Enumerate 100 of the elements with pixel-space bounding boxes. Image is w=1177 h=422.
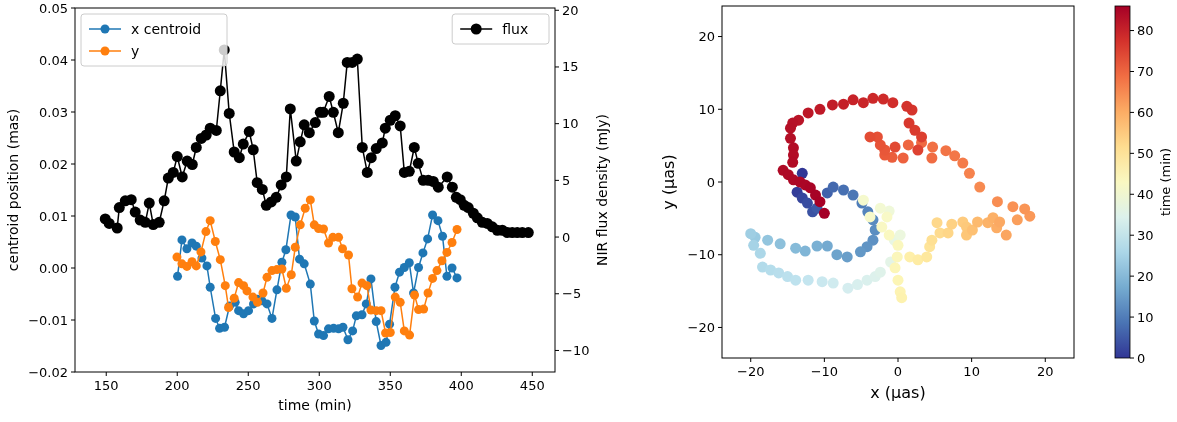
point [172, 252, 182, 262]
point [447, 238, 457, 248]
y-tick-label: −10 [687, 247, 715, 263]
point [191, 261, 201, 271]
point [334, 232, 344, 242]
y-tick-label: 0.03 [39, 104, 68, 120]
y2-tick-label: 0 [562, 229, 571, 245]
y-tick-label: 0.01 [39, 208, 68, 224]
legend-label: flux [502, 21, 529, 37]
point [242, 286, 252, 296]
point [309, 316, 319, 326]
point [272, 285, 282, 295]
x-tick-label: 20 [1037, 364, 1054, 379]
point [418, 248, 428, 258]
point [423, 288, 433, 298]
point [437, 256, 447, 266]
x-tick-label: 300 [306, 378, 332, 393]
y-tick-label: 10 [698, 101, 715, 117]
point [173, 271, 183, 281]
y-tick-label: −0.02 [28, 364, 68, 380]
x-tick-label: −20 [737, 364, 765, 379]
point [201, 227, 211, 237]
color-bar-label: 40 [1137, 186, 1154, 202]
y-tick-label: 0.00 [39, 260, 68, 276]
point [442, 247, 452, 257]
point [319, 224, 329, 234]
point [338, 244, 348, 254]
point [419, 304, 429, 314]
y-tick-label: 0.02 [39, 156, 68, 172]
y2-tick-label: 5 [562, 172, 571, 188]
point [347, 284, 357, 294]
point [305, 279, 315, 289]
point [281, 245, 291, 255]
point [267, 313, 277, 323]
y2-tick-label: 20 [562, 2, 579, 18]
point [210, 236, 220, 246]
point [338, 322, 348, 332]
point [452, 273, 462, 283]
point [205, 282, 215, 292]
x-tick-label: 250 [235, 378, 261, 393]
y-tick-label: 20 [698, 29, 715, 45]
point [202, 261, 212, 271]
point [428, 210, 438, 220]
point [414, 262, 424, 272]
color-bar-title: time (min) [1158, 147, 1173, 217]
color-bar-label: 50 [1137, 145, 1154, 161]
point [211, 313, 221, 323]
point [305, 195, 315, 205]
point [258, 288, 268, 298]
point [428, 273, 438, 283]
point [442, 271, 452, 281]
color-bar-label: 60 [1137, 104, 1154, 120]
y-tick-label: −0.01 [28, 312, 68, 328]
point [432, 266, 442, 276]
point [295, 220, 305, 230]
point [299, 259, 309, 269]
y-tick-label: 0.05 [39, 0, 68, 16]
x-tick-label: 350 [377, 378, 403, 393]
point [390, 282, 400, 292]
x-tick-label: 10 [963, 364, 980, 379]
point [277, 264, 287, 274]
x-tick-label: 150 [93, 378, 119, 393]
legend-label: x centroid [131, 21, 202, 37]
point [438, 231, 448, 241]
point [366, 274, 376, 284]
y-tick-label: 0 [706, 174, 715, 190]
x-tick-label: 400 [448, 378, 474, 393]
point [404, 258, 414, 268]
point [357, 310, 367, 320]
y2-tick-label: 10 [562, 116, 579, 132]
color-bar-label: 10 [1137, 309, 1154, 325]
point [177, 235, 187, 245]
point [244, 306, 254, 316]
point [371, 317, 381, 327]
y-axis-title: centroid position (mas) [5, 108, 21, 272]
y-tick-label: −20 [687, 319, 715, 335]
point [229, 293, 239, 303]
x-tick-label: 200 [164, 378, 190, 393]
point [290, 242, 300, 252]
point [423, 234, 433, 244]
legend-label: y [131, 43, 140, 59]
x-axis-title: x (µas) [870, 383, 926, 402]
y-axis-title: y (µas) [659, 154, 678, 210]
point [433, 216, 443, 226]
point [290, 212, 300, 222]
point [220, 281, 230, 291]
y-tick-label: 0.04 [39, 52, 68, 68]
point [353, 292, 363, 302]
point [281, 283, 291, 293]
color-bar-label: 70 [1137, 63, 1154, 79]
y2-tick-label: −5 [562, 286, 582, 302]
point [343, 335, 353, 345]
y2-axis-title: NIR flux density (mJy) [594, 114, 610, 266]
color-bar-label: 80 [1137, 23, 1154, 39]
point [215, 255, 225, 265]
point [344, 250, 354, 260]
point [381, 337, 391, 347]
point [452, 225, 462, 235]
point [262, 299, 272, 309]
point [447, 263, 457, 273]
